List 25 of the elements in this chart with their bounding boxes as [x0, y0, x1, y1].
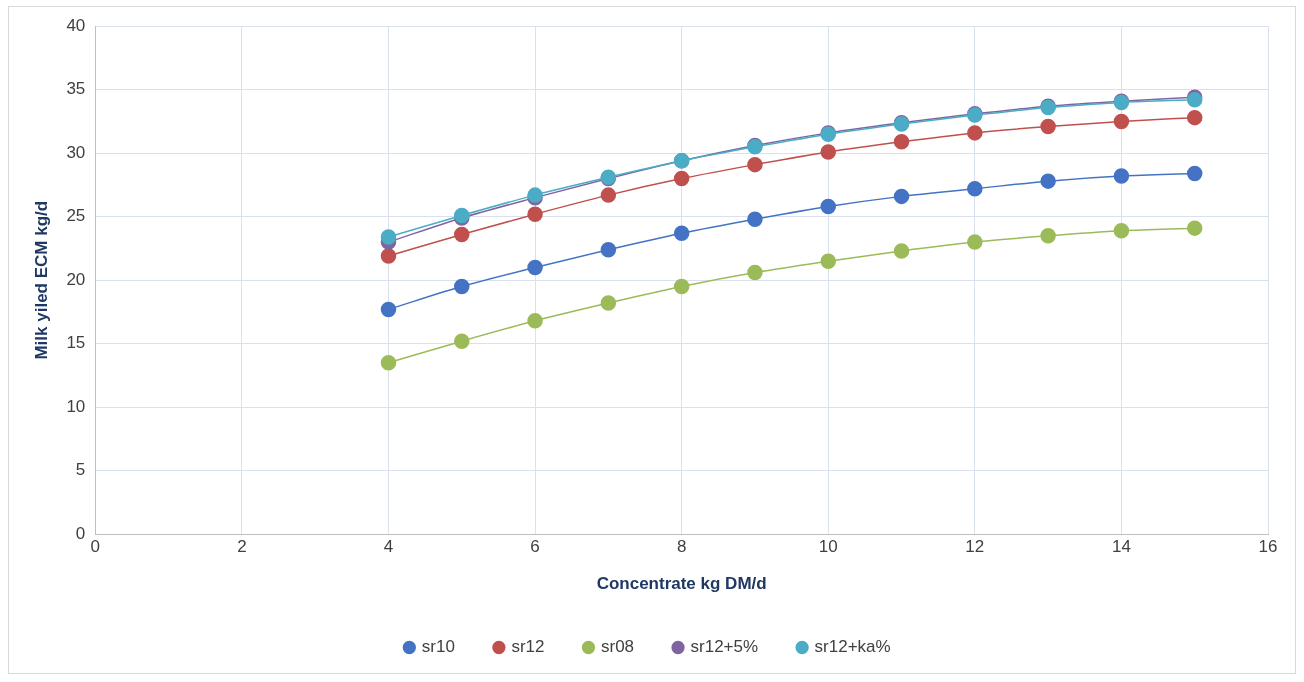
- legend-label: sr12+ka%: [814, 637, 891, 657]
- y-tick-label: 10: [66, 396, 86, 416]
- x-tick-label: 2: [237, 537, 247, 557]
- y-tick-label: 20: [66, 269, 86, 289]
- x-tick-label: 10: [818, 537, 838, 557]
- x-axis-title: Concentrate kg DM/d: [596, 574, 767, 594]
- legend-label: sr12+5%: [690, 637, 759, 657]
- y-axis-title: Milk yiled ECM kg/d: [31, 200, 51, 360]
- x-tick-label: 4: [383, 537, 394, 557]
- legend-label: sr08: [600, 637, 635, 657]
- y-tick-label: 35: [66, 79, 86, 99]
- x-tick-label: 14: [1111, 537, 1131, 557]
- y-tick-label: 5: [75, 460, 86, 480]
- x-tick-label: 12: [965, 537, 985, 557]
- x-tick-label: 8: [676, 537, 687, 557]
- y-tick-label: 0: [75, 523, 86, 543]
- x-tick-label: 6: [530, 537, 540, 557]
- legend-label: sr12: [511, 637, 545, 657]
- y-tick-label: 25: [66, 206, 86, 226]
- y-tick-label: 30: [66, 142, 86, 162]
- legend-label: sr10: [421, 637, 455, 657]
- x-tick-label: 0: [90, 537, 101, 557]
- y-tick-label: 15: [66, 333, 86, 353]
- x-tick-label: 16: [1258, 537, 1278, 557]
- y-tick-label: 40: [66, 15, 86, 35]
